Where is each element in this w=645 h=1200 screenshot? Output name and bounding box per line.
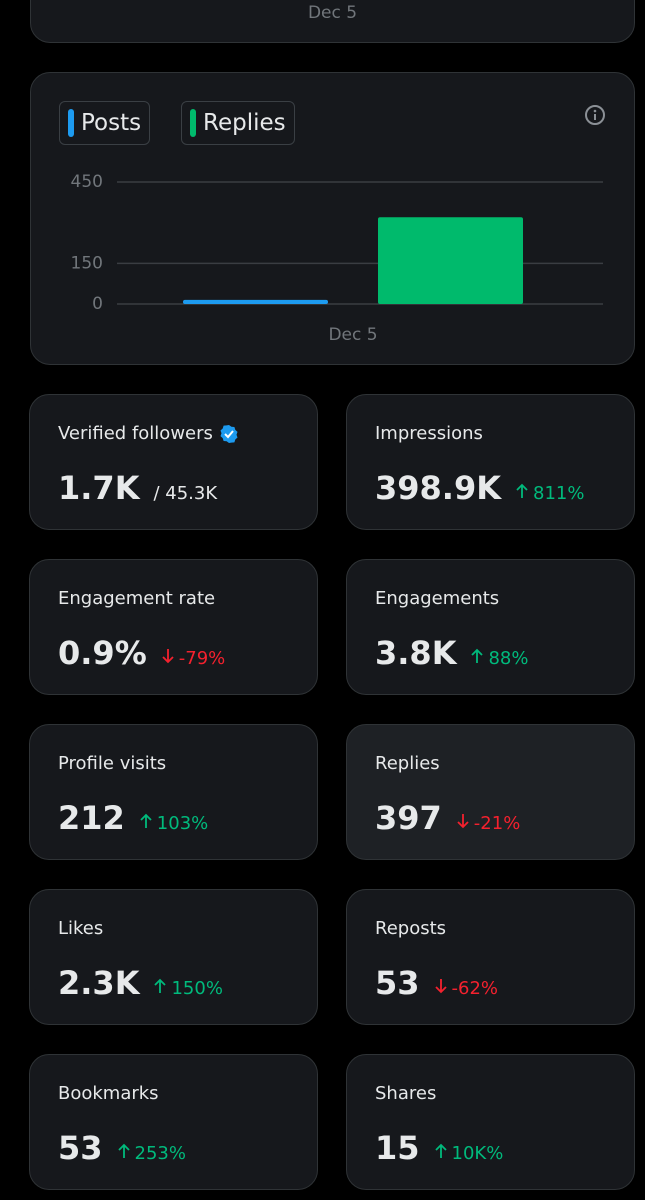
- trend-arrow: [140, 813, 152, 828]
- metric-label-text: Bookmarks: [58, 1083, 159, 1104]
- badge: [213, 424, 239, 444]
- metric-label-text: Replies: [375, 753, 440, 774]
- x-tick-label: Dec 5: [328, 325, 377, 345]
- metric-row: 0.9% -79%: [58, 634, 225, 672]
- metric-label-text: Shares: [375, 1083, 437, 1104]
- legend-swatch: [190, 109, 196, 137]
- metric-change-text: 253%: [134, 1143, 186, 1164]
- info-icon[interactable]: [585, 105, 605, 125]
- legend-label: Posts: [81, 110, 142, 136]
- chart-card: 0 150 450 Dec 5 Posts Replies: [30, 72, 635, 365]
- metric-label: Verified followers: [58, 423, 239, 444]
- metric-card[interactable]: Likes 2.3K 150%: [29, 889, 318, 1025]
- metric-label: Profile visits: [58, 753, 166, 774]
- metric-total: / 45.3K: [153, 483, 218, 504]
- metric-card[interactable]: Verified followers 1.7K / 45.3K: [29, 394, 318, 530]
- metric-change: 103%: [139, 813, 208, 834]
- metric-card[interactable]: Impressions 398.9K 811%: [346, 394, 635, 530]
- legend-item[interactable]: Posts: [59, 101, 151, 145]
- trend-arrow: [516, 483, 528, 498]
- metric-change: 150%: [153, 978, 223, 999]
- metric-label-text: Engagement rate: [58, 588, 216, 609]
- metric-value: 398.9K: [375, 469, 502, 507]
- metric-value: 15: [375, 1129, 420, 1167]
- date-label: Dec 5: [307, 3, 358, 23]
- metric-row: 53 -62%: [375, 964, 498, 1002]
- metric-change-text: 150%: [171, 978, 223, 999]
- metric-row: 2.3K 150%: [58, 964, 223, 1002]
- metric-change: 811%: [515, 483, 584, 504]
- metric-change-text: 103%: [156, 813, 209, 834]
- chart: 0 150 450 Dec 5: [71, 105, 605, 345]
- metric-change: 253%: [117, 1143, 186, 1164]
- metric-label: Likes: [58, 918, 103, 939]
- metric-label-text: Likes: [58, 918, 104, 939]
- metric-change: -62%: [434, 978, 499, 999]
- legend-label: Replies: [203, 110, 286, 136]
- metric-label: Bookmarks: [58, 1083, 159, 1104]
- metric-card[interactable]: Profile visits 212 103%: [29, 724, 318, 860]
- metric-label: Shares: [375, 1083, 436, 1104]
- legend-swatch: [68, 109, 74, 137]
- bar: [183, 299, 328, 304]
- metric-row: 15 10K%: [375, 1129, 503, 1167]
- metric-label: Reposts: [375, 918, 446, 939]
- y-tick-label: 0: [92, 294, 103, 314]
- verified-badge: [220, 424, 238, 443]
- trend-arrow: [434, 979, 447, 994]
- metric-card[interactable]: Bookmarks 53 253%: [29, 1054, 318, 1190]
- metric-card[interactable]: Engagement rate 0.9% -79%: [29, 559, 318, 695]
- metric-row: 212 103%: [58, 799, 208, 837]
- previous-card: Dec 5: [30, 0, 635, 43]
- metric-label: Replies: [375, 753, 440, 774]
- metric-card[interactable]: Shares 15 10K%: [346, 1054, 635, 1190]
- metric-value: 2.3K: [58, 964, 140, 1002]
- metric-change-text: 88%: [488, 648, 529, 669]
- trend-arrow: [117, 1143, 130, 1158]
- metric-card[interactable]: Reposts 53 -62%: [346, 889, 635, 1025]
- metric-change: 88%: [470, 648, 529, 669]
- metric-label: Engagement rate: [58, 588, 215, 609]
- metric-card[interactable]: Engagements 3.8K 88%: [346, 559, 635, 695]
- metric-row: 1.7K / 45.3K: [58, 469, 217, 507]
- metric-value: 3.8K: [375, 634, 457, 672]
- metric-value: 0.9%: [58, 634, 147, 672]
- metric-change: -79%: [161, 648, 226, 669]
- metric-value: 212: [58, 799, 125, 837]
- metric-value: 1.7K: [58, 469, 140, 507]
- trend-arrow: [154, 978, 167, 993]
- metric-change: 10K%: [434, 1143, 504, 1164]
- metric-change-text: -21%: [473, 813, 521, 834]
- metric-label-text: Reposts: [375, 918, 447, 939]
- metric-label: Impressions: [375, 423, 483, 444]
- y-tick-label: 450: [71, 172, 103, 192]
- metric-card[interactable]: Replies 397 -21%: [346, 724, 635, 860]
- trend-arrow: [434, 1143, 447, 1158]
- metric-label: Engagements: [375, 588, 499, 609]
- metric-row: 3.8K 88%: [375, 634, 529, 672]
- legend-item[interactable]: Replies: [181, 101, 295, 145]
- bar: [378, 217, 523, 304]
- metric-label-text: Profile visits: [58, 753, 167, 774]
- metric-label-text: Impressions: [375, 423, 483, 444]
- metric-change-text: 811%: [533, 483, 585, 504]
- trend-arrow: [457, 814, 469, 829]
- metric-row: 397 -21%: [375, 799, 520, 837]
- metric-change: -21%: [456, 813, 521, 834]
- metric-row: 398.9K 811%: [375, 469, 584, 507]
- metric-row: 53 253%: [58, 1129, 186, 1167]
- metric-change-text: -79%: [178, 648, 226, 669]
- y-tick-label: 150: [71, 253, 103, 273]
- metric-value: 53: [375, 964, 420, 1002]
- metric-change-text: -62%: [451, 978, 499, 999]
- metric-change-text: 10K%: [451, 1143, 504, 1164]
- metric-label-text: Verified followers: [58, 423, 213, 444]
- trend-arrow: [471, 648, 484, 663]
- metric-value: 397: [375, 799, 442, 837]
- metric-label-text: Engagements: [375, 588, 500, 609]
- trend-arrow: [162, 649, 174, 664]
- metric-value: 53: [58, 1129, 103, 1167]
